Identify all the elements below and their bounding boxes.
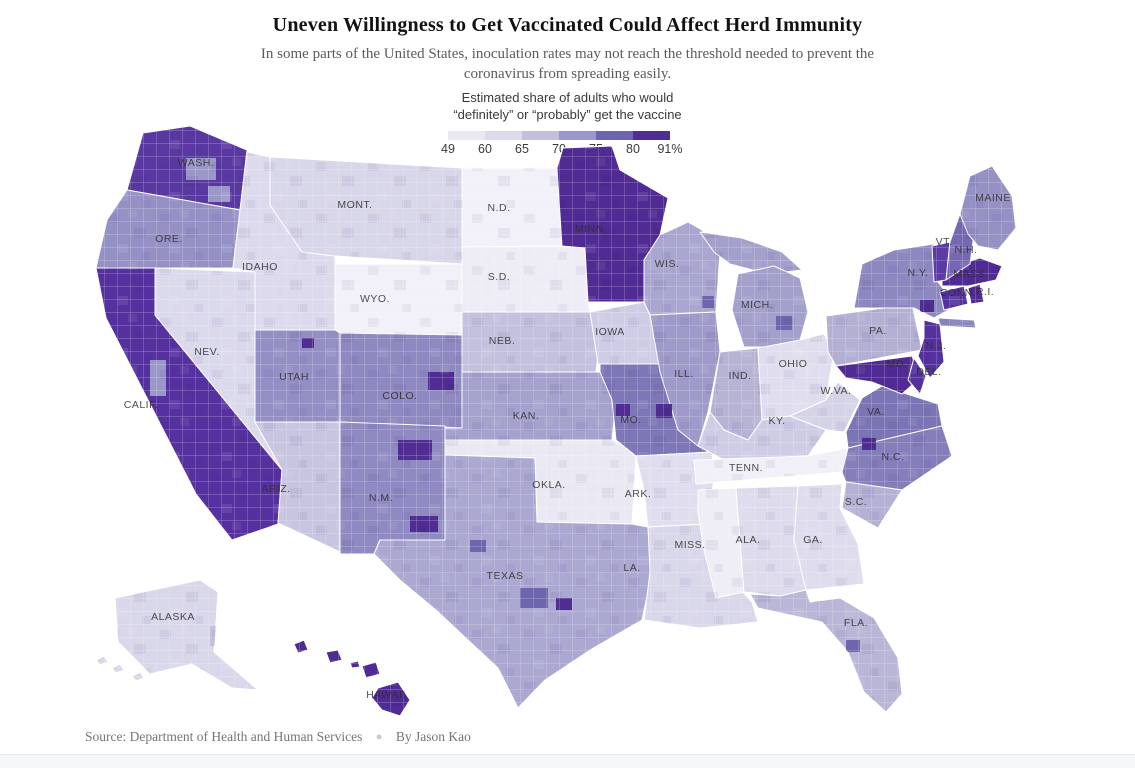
legend-tick-2: 65 xyxy=(515,142,529,156)
state-label-ill: ILL. xyxy=(674,368,694,380)
map-legend: Estimated share of adults who would “def… xyxy=(0,90,1135,156)
legend-tick-5: 80 xyxy=(626,142,640,156)
state-label-ariz: ARIZ. xyxy=(261,483,290,495)
state-label-vt: VT. xyxy=(936,236,953,248)
legend-label-line2: “definitely” or “probably” get the vacci… xyxy=(453,106,682,122)
state-label-ala: ALA. xyxy=(736,534,761,546)
legend-swatch-0 xyxy=(448,131,485,140)
state-label-minn: MINN. xyxy=(575,223,607,235)
state-label-ny: N.Y. xyxy=(907,267,928,279)
bottom-edge-strip xyxy=(0,754,1135,768)
state-label-hawaii: HAWAII xyxy=(366,689,406,701)
state-label-nm: N.M. xyxy=(369,492,393,504)
state-label-wash: WASH. xyxy=(178,157,215,169)
state-label-texas: TEXAS xyxy=(487,570,524,582)
state-label-ga: GA. xyxy=(803,534,823,546)
state-label-nh: N.H. xyxy=(955,244,978,256)
state-label-mo: MO. xyxy=(620,414,641,426)
state-label-maine: MAINE xyxy=(975,192,1011,204)
state-label-sc: S.C. xyxy=(845,496,867,508)
page-title: Uneven Willingness to Get Vaccinated Cou… xyxy=(272,14,863,36)
state-label-alaska: ALASKA xyxy=(151,611,195,623)
legend-tick-labels: 49606570758091% xyxy=(441,142,682,158)
state-label-ohio: OHIO xyxy=(779,358,808,370)
state-label-okla: OKLA. xyxy=(532,479,565,491)
state-label-mass: MASS. xyxy=(953,268,988,280)
state-label-sd: S.D. xyxy=(488,271,510,283)
state-label-conn: CONN. xyxy=(940,287,976,299)
state-label-miss: MISS. xyxy=(674,539,705,551)
state-label-del: DEL. xyxy=(916,366,941,378)
state-label-wyo: WYO. xyxy=(360,293,390,305)
state-label-tenn: TENN. xyxy=(729,462,763,474)
state-label-mont: MONT. xyxy=(337,199,372,211)
state-label-kan: KAN. xyxy=(513,410,540,422)
state-label-utah: UTAH xyxy=(279,371,309,383)
state-label-colo: COLO. xyxy=(382,390,417,402)
state-label-idaho: IDAHO xyxy=(242,261,278,273)
state-label-md: MD. xyxy=(887,358,908,370)
legend-label-line1: Estimated share of adults who would xyxy=(461,90,674,105)
state-label-iowa: IOWA xyxy=(595,326,625,338)
state-label-ky: KY. xyxy=(768,415,785,427)
state-label-va: VA. xyxy=(867,406,885,418)
legend-swatch-4 xyxy=(596,131,633,140)
source-line: Source: Department of Health and Human S… xyxy=(85,729,471,745)
state-label-nc: N.C. xyxy=(882,451,905,463)
legend-tick-6: 91% xyxy=(657,142,683,156)
state-label-neb: NEB. xyxy=(489,335,516,347)
state-label-wis: WIS. xyxy=(655,258,680,270)
byline: By Jason Kao xyxy=(395,729,471,744)
legend-swatch-2 xyxy=(522,131,559,140)
legend-tick-1: 60 xyxy=(478,142,492,156)
source-label: Source: xyxy=(85,729,127,744)
header: Uneven Willingness to Get Vaccinated Cou… xyxy=(0,13,1135,85)
legend-tick-0: 49 xyxy=(441,142,455,156)
state-label-mich: MICH. xyxy=(741,299,773,311)
state-label-la: LA. xyxy=(623,562,640,574)
state-label-calif: CALIF. xyxy=(124,399,159,411)
page-subtitle: In some parts of the United States, inoc… xyxy=(260,46,875,83)
state-label-wva: W.VA. xyxy=(821,385,852,397)
state-label-nev: NEV. xyxy=(194,346,220,358)
legend-swatch-5 xyxy=(633,131,670,140)
state-label-ore: ORE. xyxy=(155,233,183,245)
state-label-ri: R.I. xyxy=(976,286,994,298)
legend-color-ramp xyxy=(448,131,670,140)
state-label-ind: IND. xyxy=(729,370,752,382)
state-label-fla: FLA. xyxy=(844,617,868,629)
state-label-pa: PA. xyxy=(869,325,887,337)
legend-swatch-3 xyxy=(559,131,596,140)
source-text: Department of Health and Human Services xyxy=(129,729,363,744)
state-label-ark: ARK. xyxy=(625,488,652,500)
bullet-separator-icon: ● xyxy=(375,731,383,743)
legend-swatch-1 xyxy=(485,131,522,140)
state-label-nd: N.D. xyxy=(488,202,511,214)
state-label-nj: N.J. xyxy=(926,340,947,352)
